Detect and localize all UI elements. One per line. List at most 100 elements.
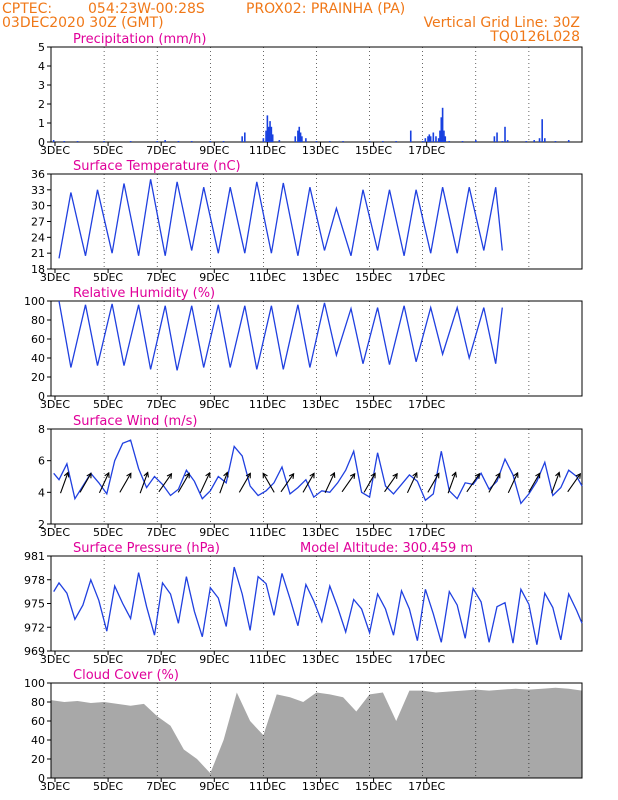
y-tick-label: 80 xyxy=(31,696,45,709)
wind-arrow xyxy=(158,472,173,493)
panel-frame xyxy=(50,428,583,525)
precipitation-bar xyxy=(504,126,506,142)
precipitation-bar xyxy=(315,141,318,142)
wind-arrow-head xyxy=(349,472,356,479)
wind-arrow-shaft xyxy=(302,473,315,493)
precipitation-bar xyxy=(265,130,267,142)
wind-arrow xyxy=(98,471,110,494)
x-tick-label: 7DEC xyxy=(146,780,176,793)
pressure-panel: 969 972 975 978 981 3DEC 5DEC 7DEC 9DEC 11DEC 13DE… xyxy=(24,541,583,666)
y-tick-label: 978 xyxy=(24,574,45,587)
wind-arrow-shaft xyxy=(406,472,418,494)
precipitation-bar xyxy=(177,141,180,142)
precipitation-title: Precipitation (mm/h) xyxy=(73,32,206,47)
wind-arrow xyxy=(406,471,418,494)
x-tick-label: 15DEC xyxy=(355,144,392,157)
model-altitude-note: Model Altitude: 300.459 m xyxy=(300,541,473,556)
x-tick-label: 5DEC xyxy=(93,653,123,666)
wind-arrow-shaft xyxy=(119,473,132,493)
y-tick-label: 0 xyxy=(38,390,45,403)
y-tick-label: 100 xyxy=(24,677,45,690)
wind-arrow-head xyxy=(205,471,211,478)
x-tick-label: 5DEC xyxy=(93,398,123,411)
header-code: TQ0126L028 xyxy=(489,29,580,45)
x-tick-label: 9DEC xyxy=(199,653,229,666)
precipitation-bar xyxy=(448,141,451,142)
panel-frame xyxy=(50,300,583,397)
x-tick-label: 9DEC xyxy=(199,271,229,284)
precipitation-bar xyxy=(427,136,429,142)
wind-arrow-head xyxy=(513,471,519,478)
pressure-title: Surface Pressure (hPa) xyxy=(73,541,220,556)
y-tick-label: 1 xyxy=(38,117,45,130)
header-grid-line: Vertical Grid Line: 30Z xyxy=(424,15,580,31)
precipitation-bar xyxy=(103,141,105,142)
wind-arrow-shaft xyxy=(507,472,519,494)
wind-arrow-head xyxy=(262,472,268,479)
wind-arrow xyxy=(280,472,295,493)
precipitation-bar xyxy=(435,136,437,142)
y-tick-label: 20 xyxy=(31,371,45,384)
wind-arrow-head xyxy=(143,471,149,478)
x-tick-label: 11DEC xyxy=(249,271,286,284)
precipitation-bar xyxy=(52,140,55,142)
y-tick-label: 975 xyxy=(24,598,45,611)
x-tick-label: 7DEC xyxy=(146,271,176,284)
y-tick-label: 30 xyxy=(31,200,45,213)
precipitation-bar xyxy=(533,140,536,142)
x-tick-label: 3DEC xyxy=(40,144,70,157)
y-tick-label: 0 xyxy=(38,772,45,785)
wind-arrow-head xyxy=(330,471,336,478)
wind-arrow-shaft xyxy=(567,473,581,493)
precipitation-bar xyxy=(444,136,447,142)
wind-arrow xyxy=(567,472,582,493)
wind-arrow xyxy=(177,472,190,493)
precipitation-bar xyxy=(409,130,412,142)
y-tick-label: 981 xyxy=(24,550,45,563)
y-tick-label: 20 xyxy=(31,753,45,766)
wind-arrow-shaft xyxy=(238,473,251,493)
x-tick-label: 17DEC xyxy=(408,398,445,411)
y-tick-label: 2 xyxy=(38,518,45,531)
wind-arrow-shaft xyxy=(528,473,541,493)
wind-arrow-head xyxy=(63,471,70,478)
x-tick-label: 17DEC xyxy=(408,144,445,157)
y-tick-label: 27 xyxy=(31,216,45,229)
x-tick-label: 3DEC xyxy=(40,526,70,539)
wind-arrow xyxy=(302,472,315,493)
wind-arrow-head xyxy=(392,472,398,479)
precipitation-bar xyxy=(395,141,397,142)
wind-arrow-shaft xyxy=(139,472,149,494)
precipitation-bar xyxy=(63,141,66,142)
wind-arrow xyxy=(119,472,132,493)
wind-arrow-shaft xyxy=(79,473,92,493)
y-tick-label: 36 xyxy=(31,168,45,181)
precipitation-bar xyxy=(538,138,541,142)
wind-arrow-head xyxy=(474,472,481,479)
wind-arrow-head xyxy=(434,472,440,479)
wind-arrow xyxy=(59,471,70,494)
wind-arrow xyxy=(384,472,398,493)
wind-arrow xyxy=(199,471,211,494)
precipitation-bar xyxy=(190,141,193,142)
x-tick-label: 7DEC xyxy=(146,144,176,157)
wind-arrow xyxy=(427,472,440,493)
y-tick-label: 972 xyxy=(24,621,45,634)
wind-panel: 2 4 6 8 3DEC 5DEC 7DEC 9DEC 11DEC 13DEC 15DEC 17DEC… xyxy=(38,414,583,539)
wind-arrow-shaft xyxy=(324,472,335,494)
y-tick-label: 2 xyxy=(38,98,45,111)
wind-arrow-shaft xyxy=(219,472,228,494)
wind-arrow xyxy=(507,471,519,494)
y-tick-label: 5 xyxy=(38,41,45,54)
x-tick-label: 5DEC xyxy=(93,144,123,157)
y-tick-label: 24 xyxy=(31,231,45,244)
y-tick-label: 33 xyxy=(31,184,45,197)
precipitation-bar xyxy=(269,121,271,142)
precipitation-panel: 0 1 2 3 4 5 3DEC 5DEC 7DEC 9DEC 11DEC 13DEC 15DEC 17D… xyxy=(38,32,583,157)
precipitation-bar xyxy=(443,130,445,142)
precipitation-bar xyxy=(432,132,435,142)
precipitation-bar xyxy=(297,130,299,142)
precipitation-bar xyxy=(301,136,303,142)
header-coords: 054:23W-00:28S xyxy=(88,1,205,17)
y-tick-label: 4 xyxy=(38,60,45,73)
